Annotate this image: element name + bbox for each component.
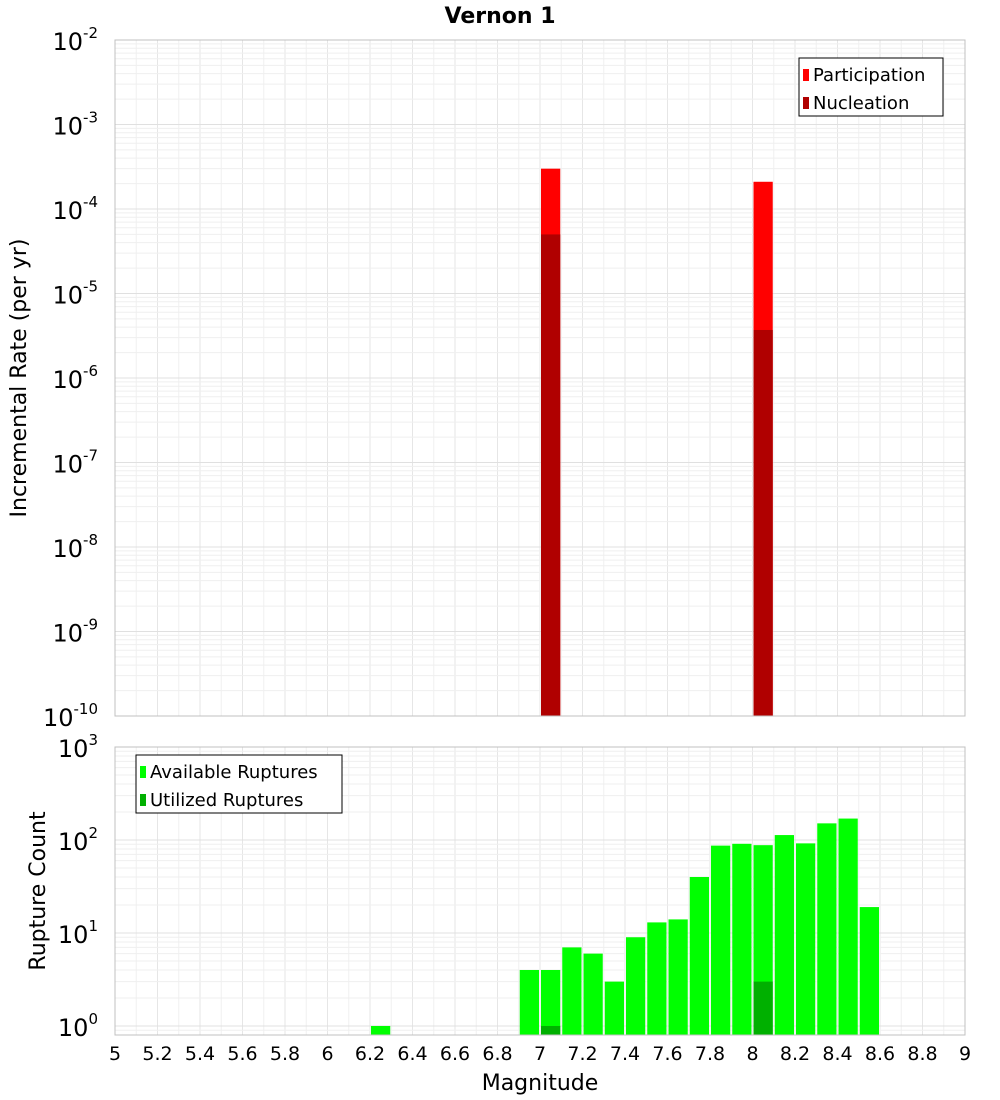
top-bar-s2 xyxy=(541,234,561,717)
x-tick-label: 7.4 xyxy=(610,1043,640,1065)
x-tick-label: 6.6 xyxy=(440,1043,470,1065)
top-y-tick-label: 10-6 xyxy=(52,362,98,394)
bottom-bar-s1 xyxy=(859,907,879,1035)
bottom-bar-s2 xyxy=(753,981,773,1035)
top-y-tick-label: 10-4 xyxy=(52,193,98,225)
bottom-y-tick-label: 103 xyxy=(58,731,98,763)
legends: Participation Nucleation Available Rupture… xyxy=(135,57,944,814)
x-tick-label: 6.2 xyxy=(355,1043,385,1065)
x-tick-label: 8.4 xyxy=(822,1043,852,1065)
top-legend-swatch xyxy=(803,69,809,81)
bottom-bar-s1 xyxy=(626,937,646,1035)
top-y-tick-label: 10-8 xyxy=(52,531,98,563)
top-y-tick-label: 10-2 xyxy=(52,24,98,56)
bottom-bar-s1 xyxy=(519,969,539,1035)
top-y-tick-label: 10-7 xyxy=(52,447,98,479)
top-legend: Participation Nucleation xyxy=(798,57,944,117)
top-legend-swatch xyxy=(803,97,809,109)
top-bars xyxy=(541,168,773,717)
x-tick-label: 5.8 xyxy=(270,1043,300,1065)
x-tick-label: 6.8 xyxy=(482,1043,512,1065)
bottom-bars xyxy=(371,818,879,1035)
bottom-plot-border xyxy=(114,746,966,1036)
bottom-bar-s1 xyxy=(796,843,816,1035)
bottom-y-axis-title: Rupture Count xyxy=(26,811,51,971)
x-tick-label: 5.6 xyxy=(227,1043,257,1065)
axes xyxy=(114,39,966,1036)
x-tick-label: 7 xyxy=(534,1043,546,1065)
x-tick-label: 8 xyxy=(746,1043,758,1065)
bottom-bar-s1 xyxy=(711,845,731,1035)
chart-title: Vernon 1 xyxy=(445,4,556,29)
top-bar-s2 xyxy=(753,329,773,716)
top-legend-box xyxy=(798,57,944,117)
x-tick-label: 5.4 xyxy=(185,1043,215,1065)
top-y-axis-title: Incremental Rate (per yr) xyxy=(7,239,32,518)
bottom-bar-s1 xyxy=(838,818,858,1035)
bottom-bar-s2 xyxy=(541,1025,561,1035)
bottom-bar-s1 xyxy=(774,835,794,1035)
x-tick-label: 6 xyxy=(321,1043,333,1065)
bottom-legend: Available Ruptures Utilized Ruptures xyxy=(135,754,343,814)
bottom-bar-s1 xyxy=(647,922,667,1035)
x-tick-label: 6.4 xyxy=(397,1043,427,1065)
bottom-y-tick-label: 101 xyxy=(58,917,98,949)
bottom-legend-box xyxy=(135,754,343,814)
bottom-bar-s1 xyxy=(583,953,603,1035)
x-tick-label: 7.8 xyxy=(695,1043,725,1065)
bottom-legend-swatch xyxy=(140,794,146,806)
x-tick-label: 8.6 xyxy=(865,1043,895,1065)
top-y-tick-label: 10-9 xyxy=(52,616,98,648)
bottom-legend-label: Utilized Ruptures xyxy=(150,790,303,811)
labels: 10-10 10-9 10-8 10-7 10-6 10-5 10-4 10-3 10-2 100… xyxy=(7,4,971,1096)
top-legend-label: Nucleation xyxy=(813,93,909,114)
top-legend-label: Participation xyxy=(813,65,925,86)
x-tick-label: 8.8 xyxy=(907,1043,937,1065)
top-plot-border xyxy=(114,39,966,717)
bottom-legend-swatch xyxy=(140,766,146,778)
x-tick-label: 9 xyxy=(959,1043,971,1065)
bottom-y-tick-label: 100 xyxy=(58,1010,98,1042)
x-tick-label: 5.2 xyxy=(142,1043,172,1065)
top-y-tick-label: 10-3 xyxy=(52,109,98,141)
bottom-bar-s1 xyxy=(689,877,709,1035)
top-y-tick-label: 10-5 xyxy=(52,278,98,310)
x-tick-label: 7.6 xyxy=(652,1043,682,1065)
x-tick-label: 7.2 xyxy=(567,1043,597,1065)
top-grid xyxy=(114,39,966,717)
bottom-bar-s1 xyxy=(562,947,582,1035)
x-axis-title: Magnitude xyxy=(482,1071,599,1096)
bottom-y-tick-label: 102 xyxy=(58,824,98,856)
x-tick-label: 8.2 xyxy=(780,1043,810,1065)
bottom-bar-s1 xyxy=(668,919,688,1035)
bottom-bar-s1 xyxy=(371,1025,391,1035)
bottom-legend-label: Available Ruptures xyxy=(150,762,318,783)
bottom-bar-s1 xyxy=(817,823,837,1035)
x-tick-label: 5 xyxy=(109,1043,121,1065)
top-y-tick-label: 10-10 xyxy=(43,700,98,732)
bottom-bar-s1 xyxy=(541,969,561,1035)
bottom-bar-s1 xyxy=(732,843,752,1035)
bottom-bar-s1 xyxy=(604,981,624,1035)
